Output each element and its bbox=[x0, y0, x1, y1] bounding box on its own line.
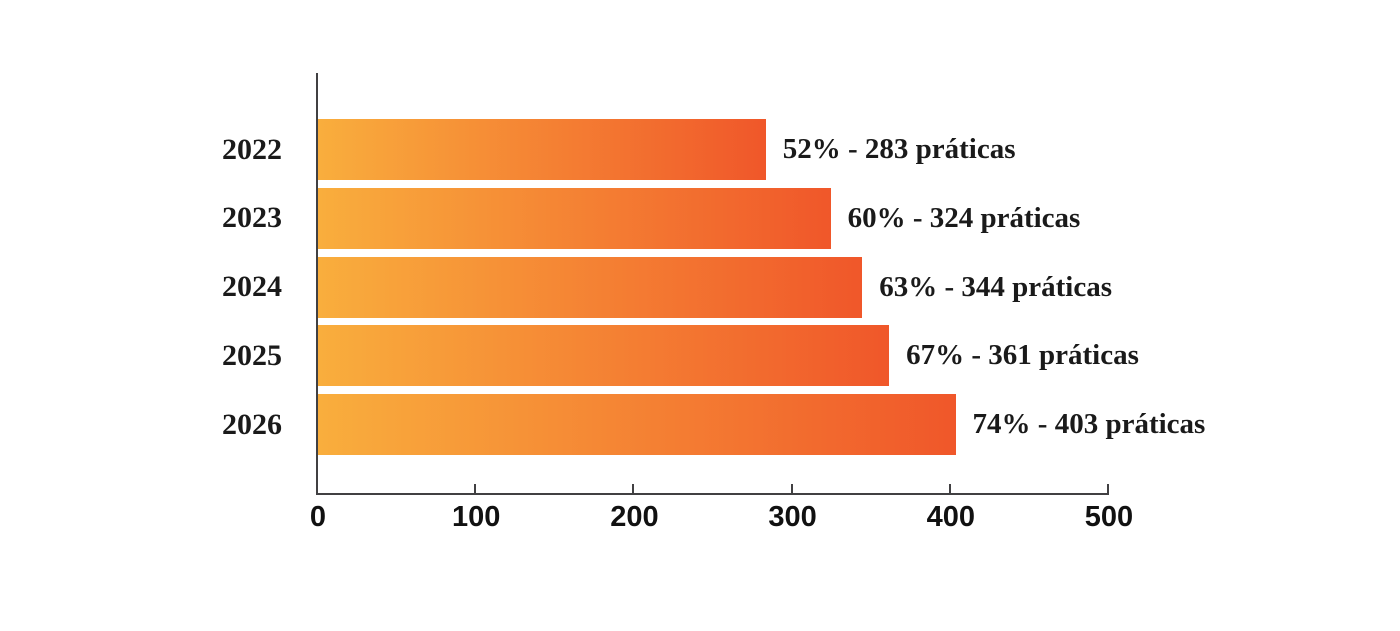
bar-2023 bbox=[318, 187, 831, 249]
x-axis-label-500: 500 bbox=[1084, 501, 1134, 533]
value-label-2026: 74% - 403 práticas bbox=[972, 408, 1206, 440]
x-axis-label-300: 300 bbox=[768, 501, 817, 533]
year-label-2022: 2022 bbox=[222, 132, 282, 166]
x-axis-label-0: 0 bbox=[309, 501, 327, 533]
bar-2025 bbox=[318, 325, 890, 387]
bar-2022 bbox=[318, 119, 766, 180]
plot-area: 2022 52% - 283 práticas 2023 60% - 324 prát… bbox=[222, 73, 1205, 533]
value-label-2024: 63% - 344 práticas bbox=[879, 270, 1112, 303]
year-label-2023: 2023 bbox=[222, 201, 282, 235]
x-axis-tick-200 bbox=[632, 484, 635, 493]
x-axis-tick-300 bbox=[790, 484, 793, 493]
year-label-2024: 2024 bbox=[222, 270, 282, 303]
x-axis-tick-400 bbox=[948, 484, 951, 493]
x-axis-tick-500 bbox=[1107, 484, 1109, 493]
year-label-2026: 2026 bbox=[222, 407, 282, 441]
value-label-2022: 52% - 283 práticas bbox=[782, 133, 1016, 165]
x-axis-label-400: 400 bbox=[926, 501, 975, 533]
bar-row: 2022 52% - 283 práticas bbox=[222, 119, 1109, 180]
bar-2026 bbox=[318, 394, 956, 455]
value-label-2025: 67% - 361 práticas bbox=[906, 339, 1139, 372]
bar-row: 2025 67% - 361 práticas bbox=[222, 325, 1139, 387]
value-label-2023: 60% - 324 práticas bbox=[847, 201, 1081, 234]
x-axis-label-100: 100 bbox=[451, 501, 501, 533]
bar-row: 2024 63% - 344 práticas bbox=[222, 256, 1112, 318]
x-axis-label-200: 200 bbox=[610, 501, 659, 533]
bar-row: 2023 60% - 324 práticas bbox=[222, 187, 1109, 249]
bar-2024 bbox=[318, 256, 863, 318]
bar-row: 2026 74% - 403 práticas bbox=[222, 394, 1205, 455]
year-label-2025: 2025 bbox=[222, 338, 282, 372]
x-axis-tick-100 bbox=[474, 484, 477, 493]
